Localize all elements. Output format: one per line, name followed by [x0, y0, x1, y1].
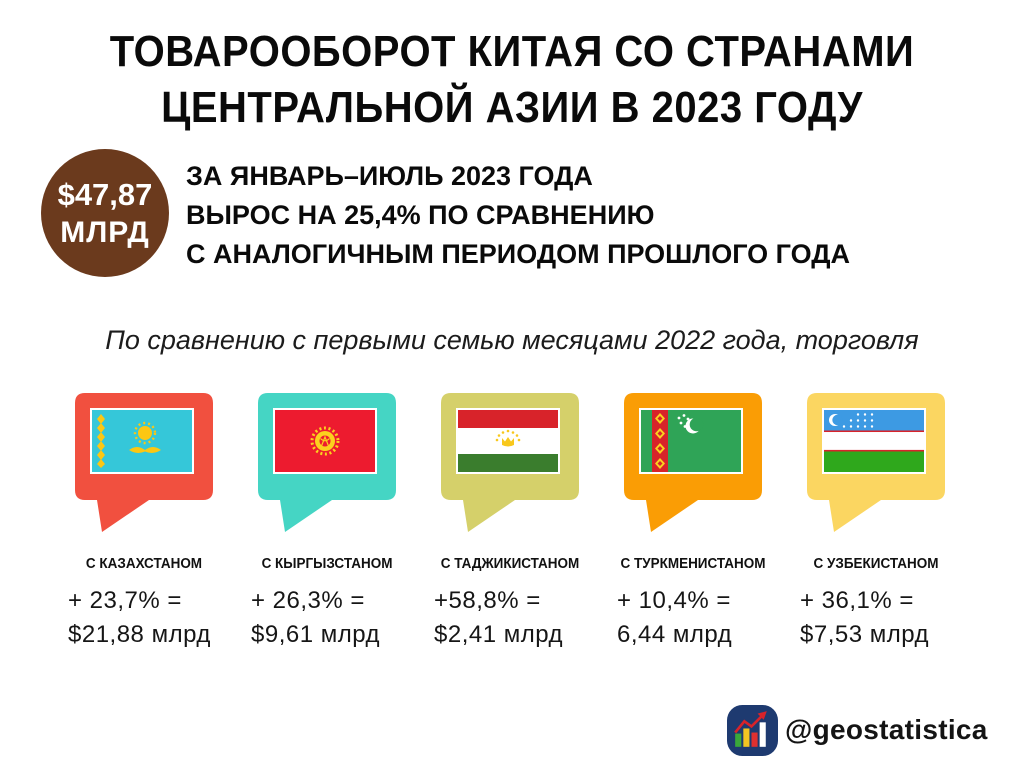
- country-card-uzbekistan: С УЗБЕКИСТАНОМ + 36,1% = $7,53 млрд: [800, 393, 945, 655]
- summary-line1: ЗА ЯНВАРЬ–ИЮЛЬ 2023 ГОДА: [186, 161, 593, 191]
- country-value: $7,53 млрд: [800, 621, 930, 648]
- summary-line2: ВЫРОС НА 25,4% ПО СРАВНЕНИЮ: [186, 200, 655, 230]
- country-change: + 23,7% =: [68, 587, 182, 614]
- kazakhstan-flag-icon: [90, 408, 194, 474]
- summary-text: ЗА ЯНВАРЬ–ИЮЛЬ 2023 ГОДА ВЫРОС НА 25,4% …: [186, 157, 850, 274]
- country-card-kyrgyzstan: С КЫРГЫЗСТАНОМ + 26,3% = $9,61 млрд: [251, 393, 396, 655]
- country-card-turkmenistan: С ТУРКМЕНИСТАНОМ + 10,4% = 6,44 млрд: [617, 393, 765, 655]
- total-badge-unit: МЛРД: [60, 215, 150, 249]
- comparison-note: По сравнению с первыми семью месяцами 20…: [105, 325, 919, 355]
- total-badge-value: $47,87: [57, 176, 153, 212]
- country-change: + 10,4% =: [617, 587, 731, 614]
- country-label: С УЗБЕКИСТАНОМ: [813, 556, 939, 572]
- country-change: + 36,1% =: [800, 587, 914, 614]
- tajikistan-flag-icon: [456, 408, 560, 474]
- country-label: С ТУРКМЕНИСТАНОМ: [620, 556, 766, 572]
- country-card-kazakhstan: С КАЗАХСТАНОМ + 23,7% = $21,88 млрд: [68, 393, 213, 655]
- country-card-tajikistan: С ТАДЖИКИСТАНОМ +58,8% = $2,41 млрд: [434, 393, 579, 655]
- country-label: С КЫРГЫЗСТАНОМ: [261, 556, 393, 572]
- kyrgyzstan-flag-icon: [273, 408, 377, 474]
- social-handle: @geostatistica: [785, 714, 988, 745]
- uzbekistan-flag-icon: [822, 408, 926, 474]
- page-title-line2: ЦЕНТРАЛЬНОЙ АЗИИ В 2023 ГОДУ: [161, 83, 863, 132]
- country-value: $21,88 млрд: [68, 621, 211, 648]
- total-badge: $47,87 МЛРД: [41, 149, 169, 277]
- page-title-line1: ТОВАРООБОРОТ КИТАЯ СО СТРАНАМИ: [109, 27, 915, 76]
- turkmenistan-flag-icon: [639, 408, 743, 474]
- country-change: +58,8% =: [434, 587, 541, 614]
- country-change: + 26,3% =: [251, 587, 365, 614]
- country-value: $9,61 млрд: [251, 621, 381, 648]
- country-value: $2,41 млрд: [434, 621, 564, 648]
- country-value: 6,44 млрд: [617, 621, 733, 648]
- summary-line3: С АНАЛОГИЧНЫМ ПЕРИОДОМ ПРОШЛОГО ГОДА: [186, 239, 851, 269]
- geostatistica-logo-icon: [727, 705, 778, 756]
- country-label: С ТАДЖИКИСТАНОМ: [440, 556, 580, 572]
- country-label: С КАЗАХСТАНОМ: [85, 556, 203, 572]
- page-title: ТОВАРООБОРОТ КИТАЯ СО СТРАНАМИ ЦЕНТРАЛЬН…: [0, 24, 1024, 136]
